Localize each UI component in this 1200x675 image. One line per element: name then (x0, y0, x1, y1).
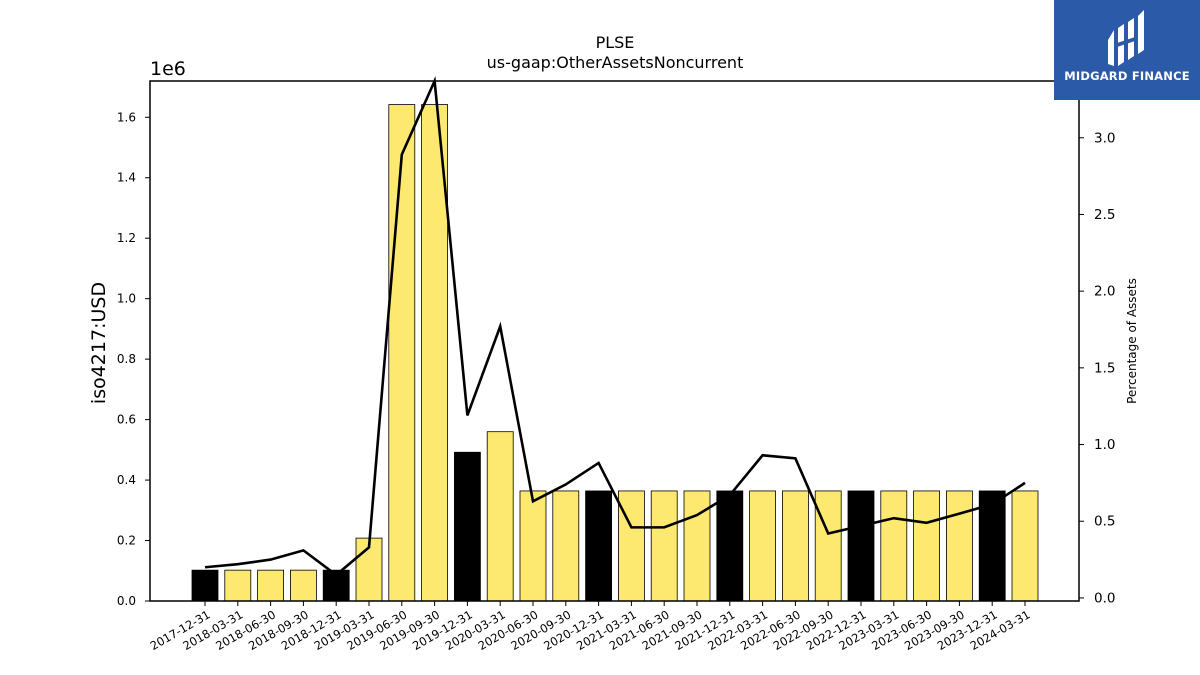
bar-2018-06-30 (257, 569, 285, 602)
bar-2022-06-30 (782, 490, 809, 602)
bar-2023-09-30 (946, 490, 973, 602)
y2-axis: 0.0 0.5 1.0 1.5 2.0 2.5 3.0 (1079, 130, 1115, 606)
y2-tick-label: 3.0 (1094, 130, 1115, 146)
y-axis: 0.0 0.2 0.4 0.6 0.8 1.0 1.2 1.4 1.6 (117, 110, 150, 608)
bar-2023-03-31 (880, 490, 908, 602)
bar-2021-09-30 (683, 490, 711, 602)
midgard-finance-logo: MIDGARD FINANCE (1054, 0, 1200, 100)
y2-tick-label: 2.5 (1094, 207, 1115, 223)
y-tick-label: 1.2 (117, 231, 136, 245)
bar-2023-06-30 (913, 490, 940, 602)
midgard-logo-icon (1108, 10, 1144, 66)
bar-2020-06-30 (519, 490, 547, 602)
x-axis: 2017-12-312018-03-312018-06-302018-09-30… (148, 601, 1033, 653)
y-tick-label: 1.0 (117, 292, 136, 306)
bars (191, 104, 1039, 602)
y2-tick-label: 0.0 (1094, 590, 1115, 606)
bar-2022-03-31 (749, 490, 776, 602)
bar-2019-12-31 (453, 451, 481, 602)
y2-axis-label: Percentage of Assets (1125, 278, 1139, 404)
y-tick-label: 1.6 (117, 110, 136, 124)
y2-tick-label: 1.5 (1094, 360, 1115, 376)
bar-2021-06-30 (650, 490, 678, 602)
logo-text: MIDGARD FINANCE (1064, 69, 1190, 83)
plot-frame (149, 80, 1080, 602)
bar-2021-12-31 (716, 490, 744, 602)
line-percentage-of-assets (204, 75, 1026, 577)
chart-subtitle: us-gaap:OtherAssetsNoncurrent (487, 53, 744, 72)
y2-tick-label: 1.0 (1094, 437, 1115, 453)
bar-2020-12-31 (585, 490, 612, 602)
bar-2018-09-30 (289, 569, 317, 602)
bar-2020-09-30 (552, 490, 580, 602)
bar-2019-09-30 (421, 104, 449, 602)
y-scale-note: 1e6 (150, 58, 186, 80)
y-tick-label: 0.0 (117, 594, 136, 608)
bar-2017-12-31 (191, 569, 219, 602)
y-tick-label: 0.6 (117, 413, 136, 427)
y-tick-label: 0.4 (117, 473, 136, 487)
bar-2020-03-31 (486, 431, 514, 602)
bar-2019-06-30 (388, 104, 416, 602)
bar-2018-03-31 (224, 569, 252, 602)
chart-title: PLSE (596, 33, 635, 52)
y-tick-label: 0.8 (117, 352, 136, 366)
bar-2022-12-31 (847, 490, 875, 602)
bar-2024-03-31 (1011, 490, 1039, 602)
y-tick-label: 0.2 (117, 534, 136, 548)
y2-tick-label: 0.5 (1094, 514, 1115, 530)
percentage-line-series (204, 75, 1026, 577)
y-axis-label: iso4217:USD (88, 282, 110, 404)
y-tick-label: 1.4 (117, 171, 136, 185)
y2-tick-label: 2.0 (1094, 284, 1115, 300)
bar-2022-09-30 (814, 490, 842, 602)
